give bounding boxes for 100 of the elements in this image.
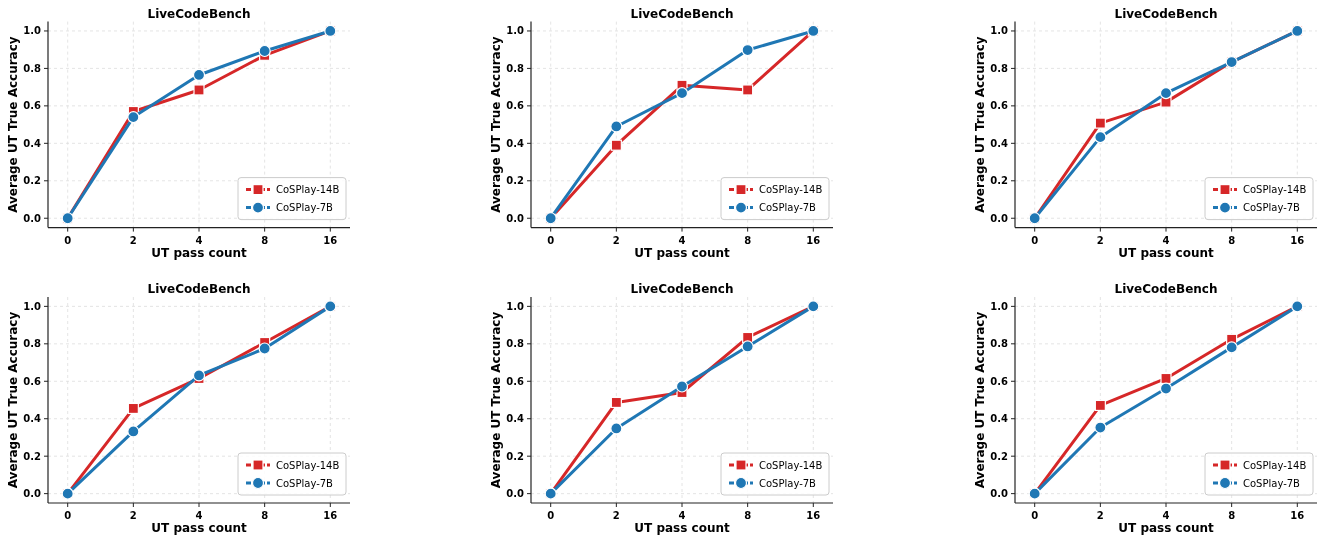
y-tick-label: 0.2	[990, 450, 1009, 462]
point	[610, 422, 623, 435]
y-tick-label: 0.2	[506, 450, 525, 462]
y-tick-label: 0.2	[506, 175, 525, 187]
x-tick-label: 0	[547, 234, 555, 246]
point	[193, 84, 205, 96]
y-tick-label: 0.8	[506, 62, 525, 74]
y-tick-label: 0.4	[506, 413, 525, 425]
y-axis-title: Average UT True Accuracy	[489, 36, 503, 213]
x-tick-label: 0	[1031, 510, 1039, 521]
y-axis-title: Average UT True Accuracy	[6, 311, 20, 489]
chart-title: LiveCodeBench	[1114, 6, 1218, 21]
y-axis-title: Average UT True Accuracy	[973, 311, 987, 489]
y-tick-label: 0.0	[23, 212, 42, 224]
y-tick-label: 0.8	[23, 62, 42, 74]
x-tick-label: 16	[323, 510, 338, 521]
chart-title: LiveCodeBench	[630, 282, 734, 296]
point	[258, 342, 271, 355]
y-tick-label: 0.4	[990, 413, 1009, 425]
point	[1094, 421, 1107, 434]
x-tick-label: 2	[1096, 234, 1104, 246]
chart-title: LiveCodeBench	[147, 6, 251, 21]
y-tick-label: 0.6	[23, 375, 42, 387]
x-tick-label: 8	[744, 510, 752, 521]
legend-label: CoSPlay-7B	[759, 202, 817, 214]
x-tick-label: 16	[1290, 510, 1305, 521]
x-tick-label: 16	[806, 510, 821, 521]
y-axis-title: Average UT True Accuracy	[973, 36, 987, 213]
x-tick-label: 8	[744, 234, 752, 246]
point	[1159, 382, 1173, 395]
y-axis-title: Average UT True Accuracy	[6, 36, 20, 213]
y-tick-label: 1.0	[506, 300, 525, 312]
x-axis-title: UT pass count	[1118, 521, 1214, 535]
point	[1159, 87, 1173, 100]
y-tick-label: 0.8	[990, 62, 1009, 74]
x-tick-label: 0	[64, 510, 72, 521]
point	[127, 111, 140, 124]
y-tick-label: 0.4	[990, 137, 1009, 149]
x-axis-title: UT pass count	[634, 521, 730, 535]
point	[741, 340, 754, 353]
x-tick-label: 16	[323, 234, 338, 246]
y-tick-label: 0.6	[506, 375, 525, 387]
y-tick-label: 0.0	[990, 212, 1009, 224]
y-tick-label: 0.4	[23, 137, 42, 149]
x-axis-title: UT pass count	[151, 245, 247, 260]
legend-label: CoSPlay-14B	[759, 459, 823, 471]
x-tick-label: 4	[678, 234, 686, 246]
point	[610, 120, 623, 133]
point	[1094, 399, 1106, 412]
x-tick-label: 0	[64, 234, 72, 246]
y-tick-label: 0.8	[990, 338, 1009, 350]
legend-label: CoSPlay-14B	[1243, 459, 1307, 471]
x-tick-label: 2	[1096, 510, 1104, 521]
y-tick-label: 0.0	[506, 212, 525, 224]
x-tick-label: 4	[195, 234, 203, 246]
point	[610, 139, 622, 151]
y-tick-label: 1.0	[506, 25, 525, 37]
x-axis-title: UT pass count	[151, 521, 247, 535]
y-tick-label: 0.4	[23, 413, 42, 425]
y-tick-label: 0.8	[23, 338, 42, 350]
x-tick-label: 2	[612, 510, 620, 521]
y-tick-label: 0.4	[506, 137, 525, 149]
x-tick-label: 8	[1228, 234, 1236, 246]
x-tick-label: 16	[806, 234, 821, 246]
y-axis-title: Average UT True Accuracy	[489, 311, 503, 489]
x-tick-label: 8	[261, 510, 269, 521]
point	[742, 84, 754, 96]
legend-label: CoSPlay-14B	[759, 184, 823, 196]
point	[1225, 341, 1238, 354]
legend-label: CoSPlay-7B	[1243, 477, 1301, 489]
x-tick-label: 2	[129, 234, 137, 246]
x-tick-label: 8	[1228, 510, 1236, 521]
y-tick-label: 0.2	[23, 175, 42, 187]
x-tick-label: 16	[1290, 234, 1305, 246]
legend-label: CoSPlay-7B	[276, 477, 334, 489]
y-tick-label: 0.0	[990, 488, 1009, 500]
point	[192, 68, 206, 82]
y-tick-label: 0.6	[23, 100, 42, 112]
y-tick-label: 1.0	[990, 300, 1009, 312]
legend-label: CoSPlay-7B	[1243, 202, 1301, 214]
y-tick-label: 0.6	[506, 100, 525, 112]
y-tick-label: 0.0	[506, 488, 525, 500]
chart-title: LiveCodeBench	[1114, 282, 1218, 296]
point	[1094, 117, 1106, 129]
y-tick-label: 0.6	[990, 375, 1009, 387]
x-tick-label: 0	[547, 510, 555, 521]
x-tick-label: 4	[1162, 234, 1170, 246]
x-axis-title: UT pass count	[1118, 245, 1214, 260]
chart-title: LiveCodeBench	[630, 6, 734, 21]
point	[675, 380, 689, 393]
point	[127, 425, 140, 438]
x-tick-label: 2	[612, 234, 620, 246]
y-tick-label: 0.2	[990, 175, 1009, 187]
legend-label: CoSPlay-14B	[276, 184, 340, 196]
x-tick-label: 0	[1031, 234, 1039, 246]
y-tick-label: 0.6	[990, 100, 1009, 112]
x-tick-label: 4	[1162, 510, 1170, 521]
y-tick-label: 0.2	[23, 450, 42, 462]
legend-label: CoSPlay-14B	[276, 459, 340, 471]
y-tick-label: 1.0	[23, 25, 42, 37]
